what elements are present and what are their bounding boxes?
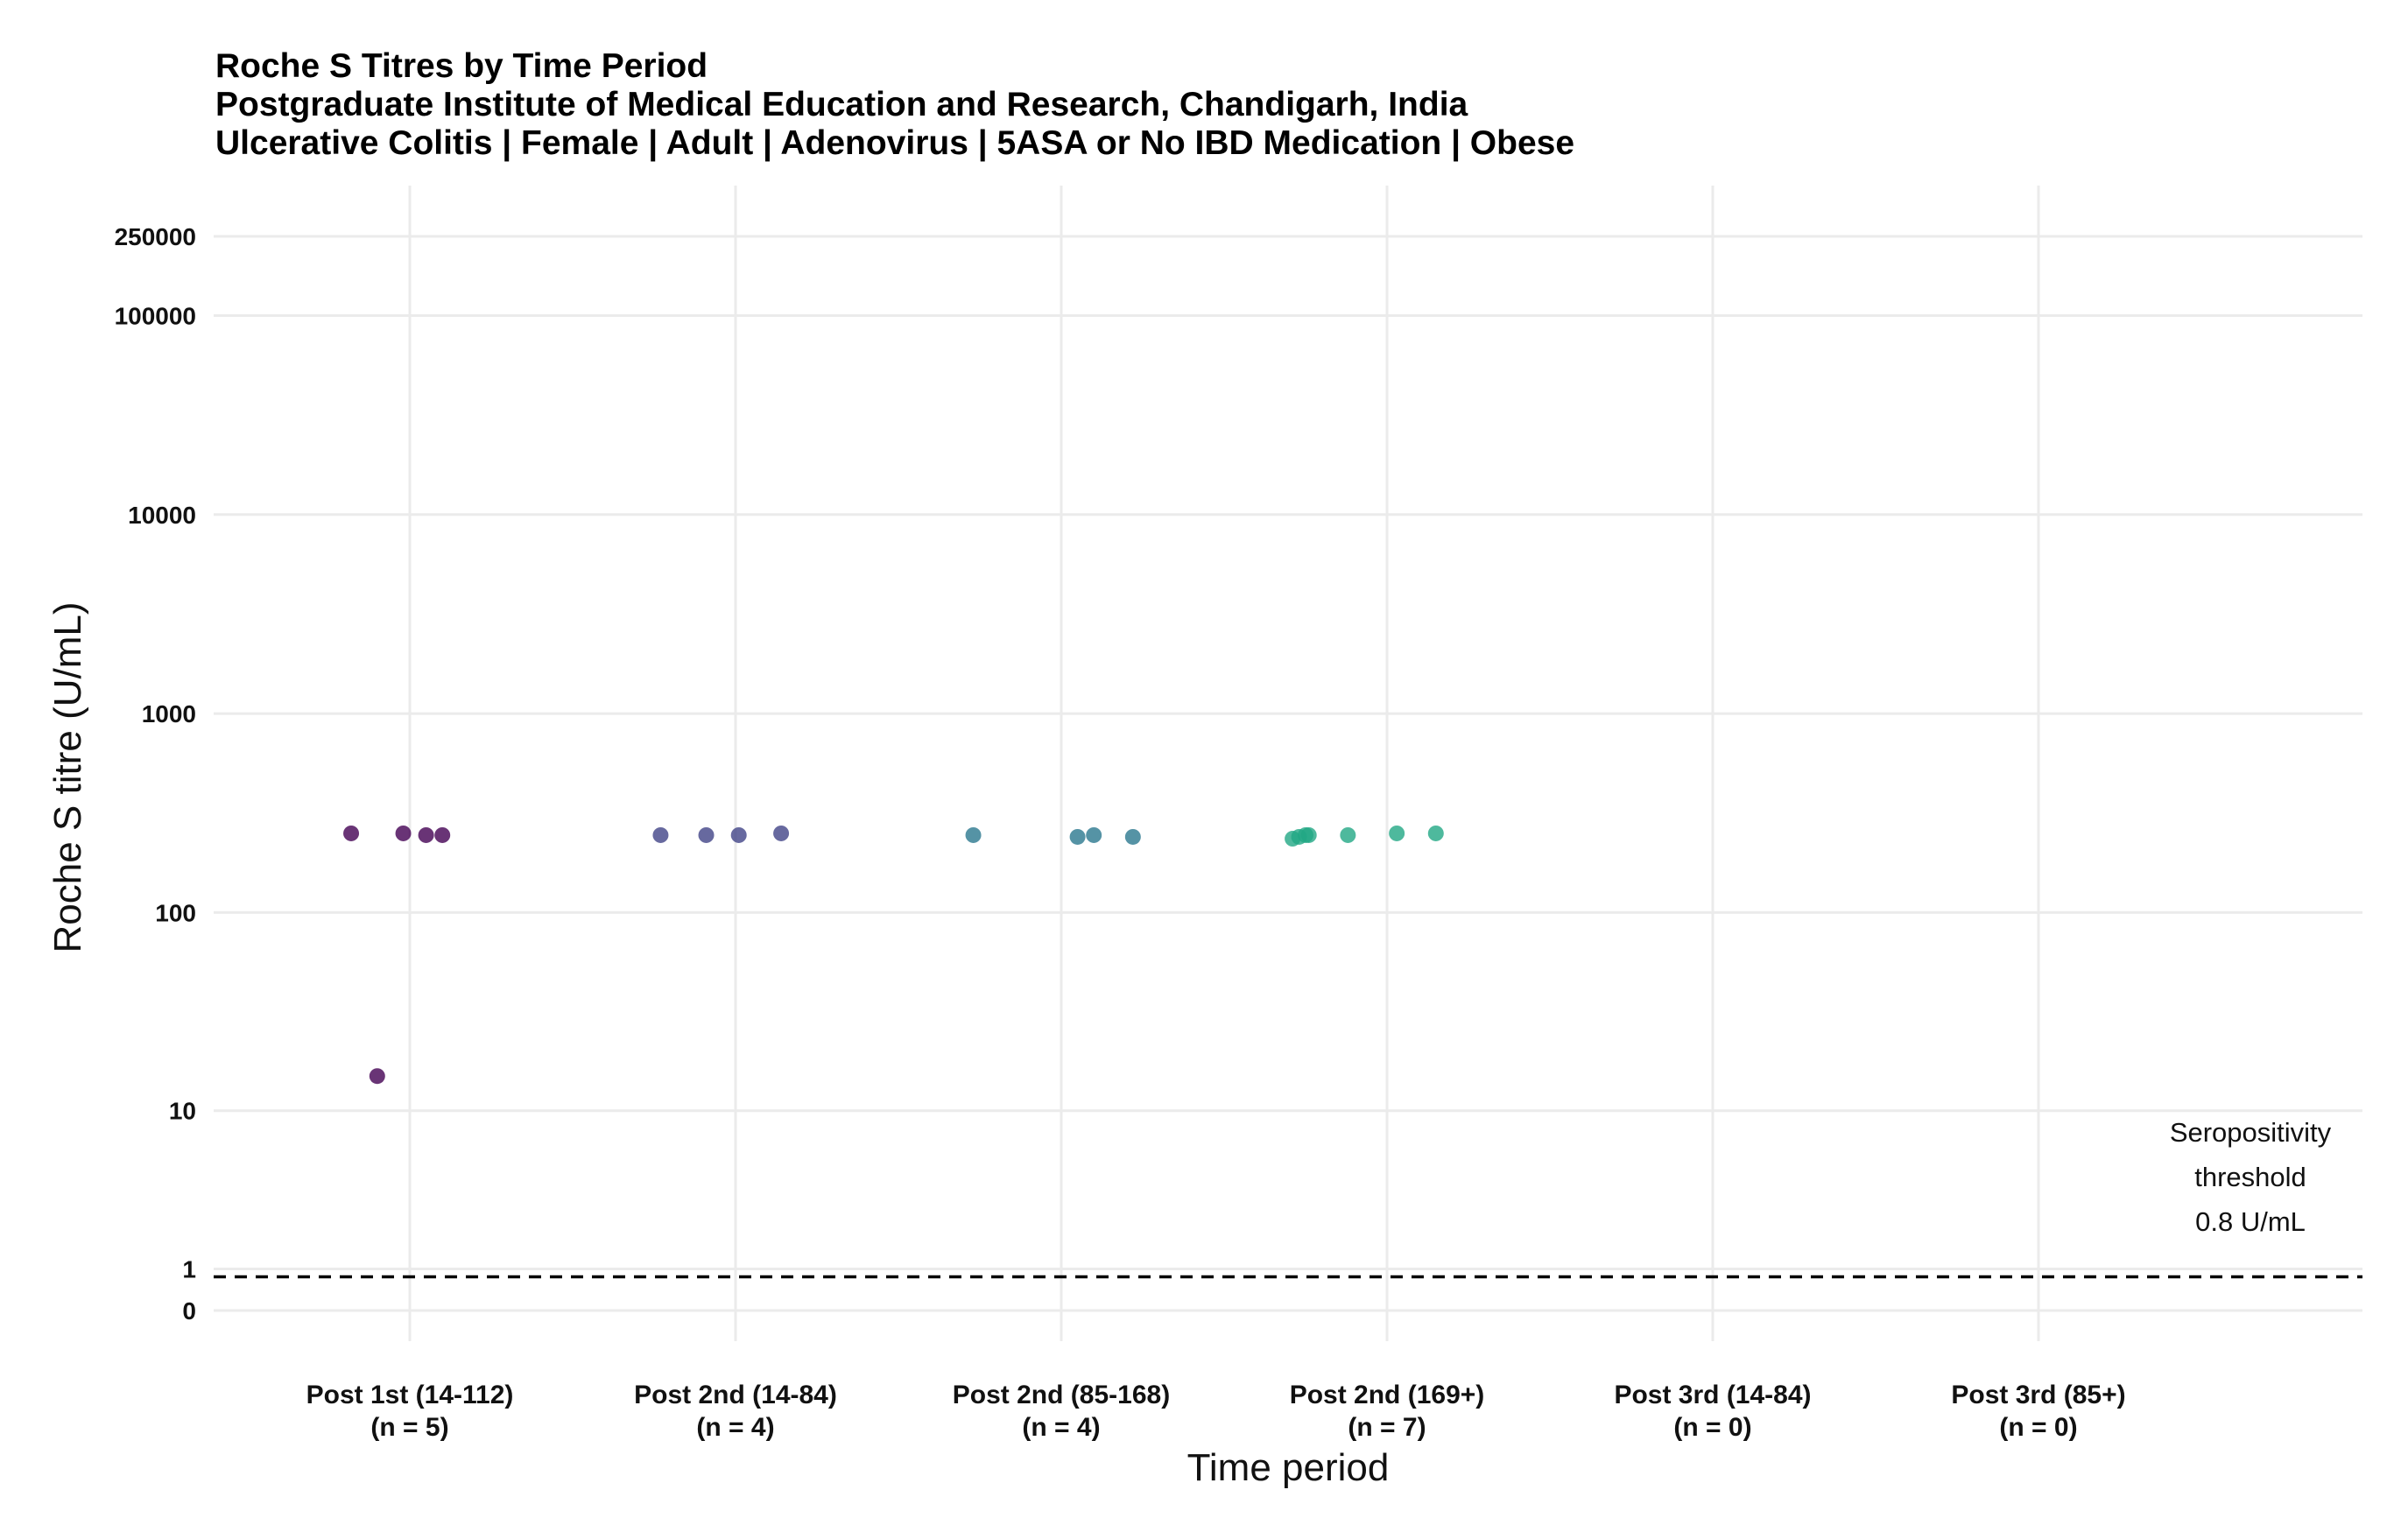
data-point-1	[369, 1068, 385, 1085]
data-points	[343, 825, 1444, 1085]
data-point-5	[652, 826, 669, 843]
y-tick-label-2: 10	[169, 1098, 196, 1125]
data-point-7	[730, 826, 747, 843]
data-point-18	[1389, 825, 1405, 841]
chart-titles: Roche S Titres by Time Period Postgradua…	[215, 47, 1574, 163]
chart-subtitle-line-1: Postgraduate Institute of Medical Educat…	[215, 86, 1468, 123]
x-tick-count-3: (n = 7)	[1348, 1413, 1426, 1442]
data-point-11	[1086, 826, 1102, 843]
threshold-label-line-3: 0.8 U/mL	[2195, 1206, 2306, 1237]
data-point-8	[773, 825, 790, 841]
x-tick-label-3: Post 2nd (169+)	[1290, 1381, 1485, 1409]
x-tick-labels: Post 1st (14-112) (n = 5) Post 2nd (14-84)…	[306, 1381, 2126, 1442]
data-point-17	[1340, 826, 1356, 843]
data-point-3	[418, 826, 434, 843]
data-point-16	[1300, 826, 1317, 843]
data-point-6	[698, 826, 715, 843]
x-tick-label-0: Post 1st (14-112)	[306, 1381, 514, 1409]
data-point-2	[395, 825, 412, 841]
x-tick-count-4: (n = 0)	[1673, 1413, 1751, 1442]
x-tick-label-1: Post 2nd (14-84)	[634, 1381, 837, 1409]
y-tick-label-6: 100000	[115, 303, 196, 330]
x-tick-label-4: Post 3rd (14-84)	[1614, 1381, 1811, 1409]
y-tick-label-5: 10000	[128, 502, 196, 529]
x-tick-count-5: (n = 0)	[1999, 1413, 2077, 1442]
x-tick-label-2: Post 2nd (85-168)	[953, 1381, 1170, 1409]
threshold-label-line-1: Seropositivity	[2170, 1117, 2332, 1148]
y-tick-label-3: 100	[155, 899, 196, 926]
threshold-group: Seropositivity threshold 0.8 U/mL	[214, 1117, 2362, 1279]
data-point-0	[343, 825, 360, 841]
data-point-9	[965, 826, 982, 843]
x-axis-title: Time period	[1187, 1446, 1390, 1489]
data-point-19	[1427, 825, 1444, 841]
x-tick-count-1: (n = 4)	[696, 1413, 774, 1442]
x-tick-count-0: (n = 5)	[370, 1413, 448, 1442]
y-tick-label-0: 0	[182, 1297, 196, 1325]
y-tick-labels: 0 1 10 100 1000 10000 100000 250000	[115, 223, 196, 1325]
y-tick-label-1: 1	[182, 1255, 196, 1283]
data-point-10	[1069, 828, 1086, 845]
chart-title: Roche S Titres by Time Period	[215, 47, 708, 85]
y-tick-label-4: 1000	[142, 700, 196, 727]
y-axis-title: Roche S titre (U/mL)	[46, 602, 89, 953]
x-tick-count-2: (n = 4)	[1022, 1413, 1100, 1442]
threshold-label-line-2: threshold	[2194, 1162, 2306, 1192]
grid-lines	[214, 186, 2362, 1341]
x-tick-label-5: Post 3rd (85+)	[1951, 1381, 2125, 1409]
chart-subtitle-line-2: Ulcerative Colitis | Female | Adult | Ad…	[215, 124, 1575, 162]
y-tick-label-7: 250000	[115, 223, 196, 250]
data-point-12	[1124, 828, 1141, 845]
data-point-4	[434, 826, 451, 843]
